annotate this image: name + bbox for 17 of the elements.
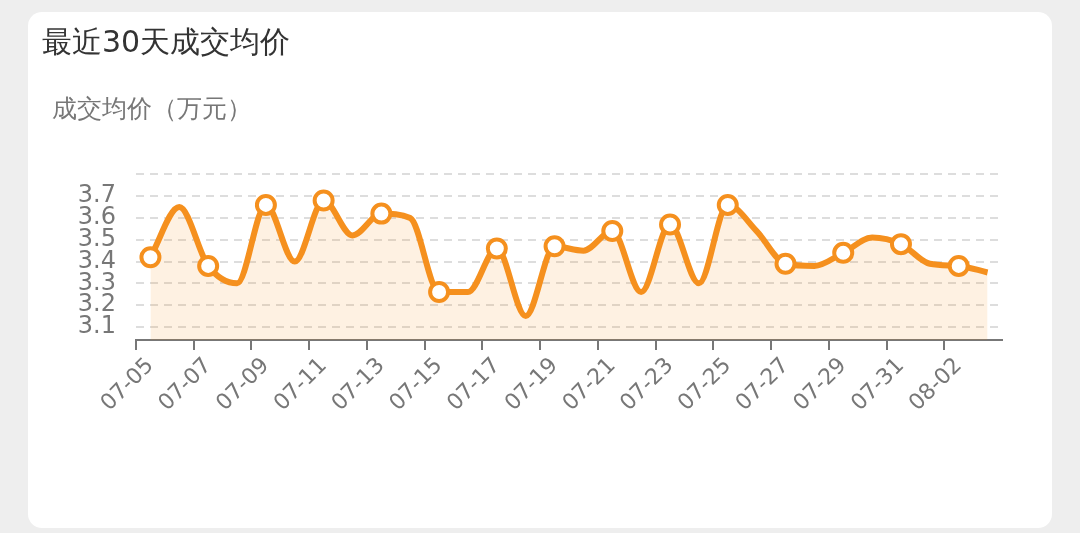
point — [947, 254, 970, 277]
point — [428, 281, 451, 304]
point — [370, 202, 393, 225]
point — [543, 235, 566, 258]
point — [254, 193, 277, 216]
point — [485, 237, 508, 260]
point — [659, 213, 682, 236]
chart-title: 最近30天成交均价 — [42, 23, 291, 61]
point — [832, 241, 855, 264]
point — [601, 220, 624, 243]
point — [312, 189, 335, 212]
point — [889, 233, 912, 256]
point — [774, 252, 797, 275]
point — [139, 246, 162, 269]
point — [716, 193, 739, 216]
y-axis-title: 成交均价（万元） — [52, 93, 252, 125]
point — [197, 254, 220, 277]
